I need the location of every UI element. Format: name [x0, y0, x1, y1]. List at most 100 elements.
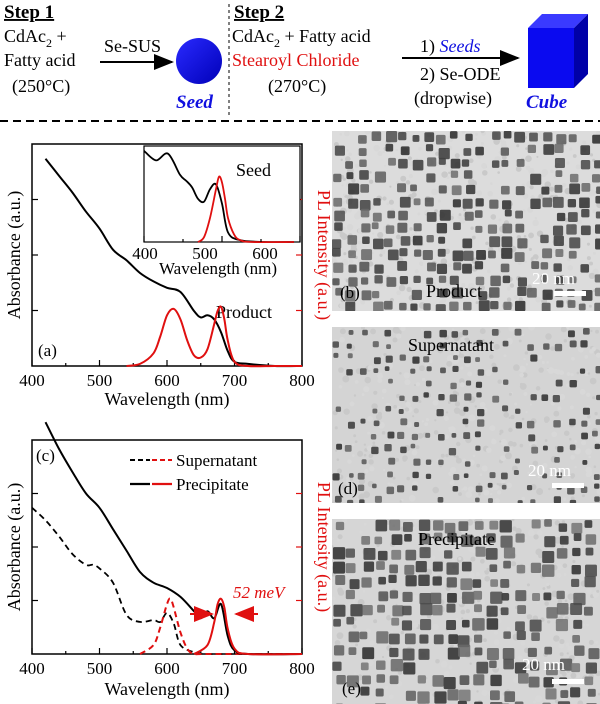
tem-noise [519, 382, 523, 386]
tem-noise [377, 378, 383, 384]
nanocrystal [516, 564, 526, 574]
tem-noise [393, 404, 398, 409]
tem-noise [479, 401, 486, 408]
tem-noise [398, 562, 401, 565]
nanocrystal [389, 590, 399, 599]
tem-noise [476, 387, 480, 391]
tem-noise [596, 488, 600, 496]
nanocrystal [486, 618, 499, 630]
tem-noise [452, 390, 457, 395]
nanocrystal [349, 579, 360, 590]
tem-noise [592, 396, 596, 400]
tem-noise [529, 443, 532, 447]
nanocrystal [581, 182, 591, 192]
tem-noise [359, 577, 362, 581]
tem-noise [557, 406, 562, 411]
nanocrystal [595, 365, 600, 374]
tem-noise [456, 441, 461, 447]
tem-noise [588, 272, 596, 280]
nanocrystal [425, 473, 432, 480]
nanocrystal [476, 392, 482, 398]
nanocrystal [457, 635, 470, 648]
nanocrystal [584, 576, 596, 588]
nanocrystal [492, 366, 498, 373]
nanocrystal [475, 357, 481, 363]
nanocrystal [391, 617, 400, 626]
nanocrystal [371, 222, 379, 230]
tem-noise [547, 620, 551, 624]
tem-noise [465, 491, 473, 498]
nanocrystal [432, 675, 445, 687]
tem-noise [458, 557, 462, 561]
tem-noise [373, 144, 380, 152]
tem-noise [470, 556, 476, 562]
nanocrystal [418, 519, 431, 531]
tem-noise [395, 393, 401, 399]
tem-noise [486, 447, 492, 453]
nanocrystal [437, 497, 444, 503]
nanocrystal [569, 173, 579, 183]
tem-noise [550, 169, 554, 174]
nanocrystal [358, 135, 367, 144]
nanocrystal [397, 222, 408, 233]
nanocrystal [541, 394, 549, 402]
tem-noise [570, 475, 574, 479]
nanocrystal [389, 564, 398, 574]
nanocrystal [397, 431, 405, 439]
nanocrystal [473, 590, 483, 600]
nanocrystal [526, 485, 533, 491]
nanocrystal [391, 549, 402, 560]
nanocrystal [501, 247, 513, 259]
tem-noise [529, 185, 534, 190]
nanocrystal [477, 408, 485, 417]
nanocrystal [440, 367, 446, 374]
tem-noise [342, 375, 350, 383]
tem-noise [567, 593, 575, 600]
panel-a-ylabel-right: PL Intensity (a.u.) [313, 190, 334, 320]
nanocrystal [372, 290, 380, 299]
tem-noise [360, 327, 366, 330]
tem-image-b: (b) Product 20 nm [332, 131, 600, 311]
nanocrystal [420, 603, 433, 616]
tem-noise [332, 493, 334, 496]
nanocrystal [487, 224, 498, 234]
tem-noise [572, 154, 577, 158]
nanocrystal [490, 591, 503, 604]
nanocrystal [488, 250, 496, 259]
panel-c-ticks [31, 492, 303, 654]
tem-noise [479, 473, 483, 477]
nanocrystal [426, 235, 434, 243]
nanocrystal [385, 143, 394, 152]
tem-noise [586, 587, 592, 594]
nanocrystal [361, 459, 367, 465]
nanocrystal [554, 457, 560, 463]
tem-noise [339, 336, 345, 343]
tem-noise [342, 177, 346, 181]
tem-noise [387, 482, 391, 485]
tem-noise [590, 329, 593, 333]
nanocrystal [580, 264, 590, 273]
nanocrystal [555, 379, 563, 387]
tem-noise [351, 178, 356, 183]
nanocrystal [373, 420, 380, 427]
nanocrystal [571, 578, 580, 587]
step1-reagent-line2: Fatty acid [4, 50, 75, 70]
tem-noise [497, 379, 503, 384]
nanocrystal [333, 604, 346, 617]
tem-noise [363, 453, 367, 457]
nanocrystal [491, 160, 500, 168]
nanocrystal [429, 592, 442, 605]
tem-noise [377, 373, 383, 379]
nanocrystal [371, 446, 379, 455]
nanocrystal [418, 574, 430, 587]
nanocrystal [450, 382, 457, 390]
nanocrystal [359, 631, 368, 640]
nanocrystal [397, 183, 407, 193]
nanocrystal [363, 547, 376, 560]
tem-noise [532, 700, 537, 704]
nanocrystal [446, 577, 457, 588]
nanocrystal [374, 264, 384, 274]
nanocrystal [372, 341, 379, 348]
nanocrystal [376, 561, 385, 570]
tem-noise [465, 608, 471, 614]
